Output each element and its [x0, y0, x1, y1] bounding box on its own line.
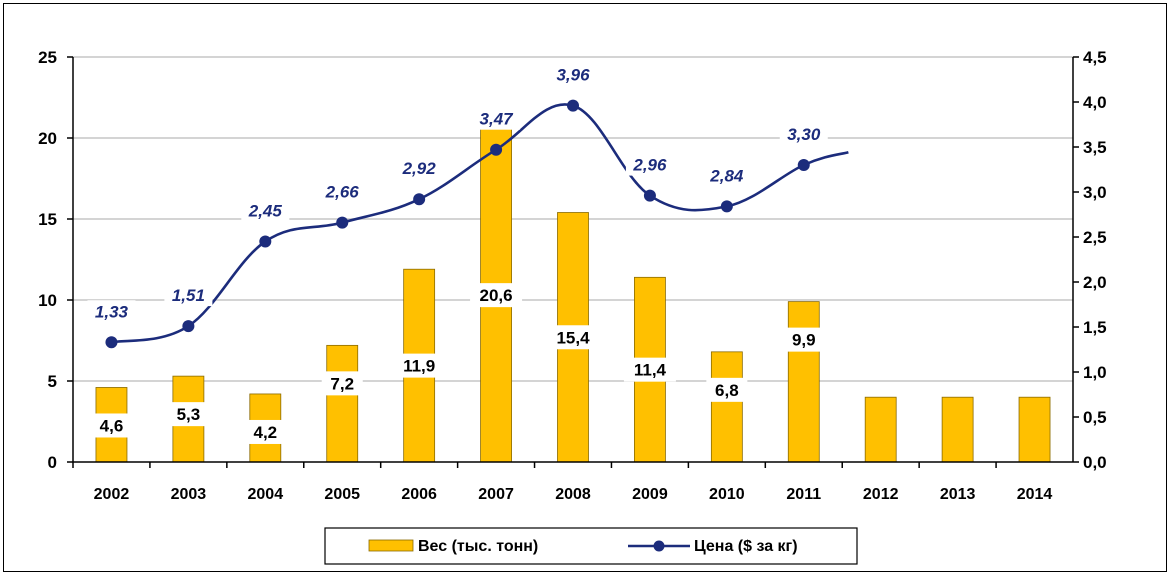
line-series: 1,33 1,51 2,45 2,66 2,92 3,47 3,96 2,96 2,84 3,30 [87, 63, 849, 349]
price-point-2004 [259, 235, 272, 248]
price-label-bg [164, 284, 213, 307]
price-point-2007 [490, 143, 503, 156]
bar-2005 [326, 344, 359, 463]
price-label-bg [472, 107, 521, 130]
bar-2013 [941, 396, 974, 463]
bar-label-bg [244, 419, 286, 444]
bar-label: 7,2 [330, 374, 354, 393]
x-tick-label: 2009 [632, 486, 668, 503]
right-tick-label: 3,5 [1083, 138, 1107, 157]
bar-label-bg [783, 327, 825, 352]
price-label-bg [702, 164, 751, 187]
right-tick-label: 0,0 [1083, 453, 1107, 472]
x-tick-label: 2002 [94, 486, 130, 503]
bar-label-bg [321, 371, 363, 396]
bar-2010 [710, 351, 743, 463]
price-label-bg [87, 300, 136, 323]
right-tick-label: 2,0 [1083, 273, 1107, 292]
price-label: 1,51 [172, 286, 205, 305]
price-label: 2,96 [632, 156, 667, 175]
x-tick-label: 2004 [248, 486, 284, 503]
x-tick-label: 2005 [324, 486, 360, 503]
legend-bar-label: Вес (тыс. тонн) [418, 538, 538, 555]
x-tick-label: 2008 [555, 486, 591, 503]
price-point-2009 [643, 189, 656, 202]
price-point-2006 [413, 193, 426, 206]
bar-label: 5,3 [177, 405, 201, 424]
price-label-bg [625, 153, 674, 176]
bar-label-bg [547, 325, 599, 350]
x-tick-label: 2010 [709, 486, 745, 503]
price-label-bg [779, 123, 828, 145]
bar-label-bg [706, 377, 748, 402]
price-label: 1,33 [95, 302, 129, 321]
price-label: 2,45 [248, 202, 283, 221]
bar-label: 4,6 [100, 416, 124, 435]
price-label: 2,66 [325, 183, 360, 202]
bar-label: 15,4 [556, 328, 590, 347]
left-tick-label: 10 [38, 291, 57, 310]
price-point-2003 [182, 320, 195, 333]
x-tick-label: 2003 [171, 486, 207, 503]
right-tick-label: 1,0 [1083, 363, 1107, 382]
price-label: 2,84 [709, 166, 744, 185]
bar-label-bg [167, 402, 209, 427]
bar-label: 20,6 [480, 286, 513, 305]
left-tick-label: 5 [48, 372, 57, 391]
price-label: 2,92 [402, 159, 437, 178]
left-tick-label: 20 [38, 129, 57, 148]
bar-label: 11,4 [634, 361, 667, 380]
price-label: 3,47 [480, 110, 515, 129]
right-tick-label: 1,5 [1083, 318, 1107, 337]
right-tick-label: 2,5 [1083, 228, 1107, 247]
bar-label: 11,9 [403, 357, 435, 376]
legend-box [324, 527, 858, 565]
bar-label-bg [623, 357, 676, 382]
price-label-bg [241, 199, 290, 222]
right-tick-label: 3,0 [1083, 183, 1107, 202]
price-point-2011 [797, 159, 810, 171]
price-point-2010 [720, 200, 733, 213]
bar-2012 [864, 396, 897, 463]
x-tick-label: 2011 [786, 486, 821, 503]
right-tick-label: 4,0 [1083, 93, 1107, 112]
price-label-bg [549, 63, 597, 86]
bar-label: 4,2 [253, 423, 277, 442]
left-tick-label: 25 [38, 48, 57, 67]
x-tick-label: 2006 [401, 486, 437, 503]
right-tick-label: 0,5 [1083, 408, 1107, 427]
legend-line-label: Цена ($ за кг) [694, 538, 798, 555]
price-label-bg [318, 180, 367, 203]
price-point-2008 [567, 99, 579, 112]
x-tick-label: 2007 [478, 486, 514, 503]
right-tick-label: 4,5 [1083, 48, 1107, 67]
bar-label: 6,8 [715, 381, 739, 400]
x-tick-label: 2013 [940, 486, 976, 503]
price-label-bg [395, 157, 444, 180]
price-point-2002 [105, 336, 118, 349]
axes: 0 5 10 15 20 25 0,0 0,5 1,0 1,5 2,0 2,5 3,0 3,5 4,0 4,5… [38, 48, 1107, 503]
bar-series: 4,6 5,3 4,2 7,2 11,9 20,6 15,4 11,4 6,8 9,9 [90, 127, 1051, 463]
bar-2011 [787, 301, 820, 463]
bar-label-bg [470, 283, 523, 308]
x-tick-label: 2014 [1017, 486, 1053, 503]
legend-line-marker [653, 540, 665, 552]
legend: Вес (тыс. тонн) Цена ($ за кг) [324, 527, 858, 565]
x-tick-label: 2012 [863, 486, 899, 503]
price-label: 3,30 [787, 125, 821, 144]
bar-2014 [1018, 396, 1051, 463]
bar-label-bg [393, 353, 446, 378]
left-tick-label: 0 [48, 453, 57, 472]
legend-bar-swatch [368, 539, 414, 552]
price-label: 3,96 [556, 66, 590, 85]
bar-label: 9,9 [792, 331, 816, 350]
left-tick-label: 15 [38, 210, 57, 229]
price-point-2005 [336, 216, 349, 229]
bar-label-bg [90, 413, 132, 438]
